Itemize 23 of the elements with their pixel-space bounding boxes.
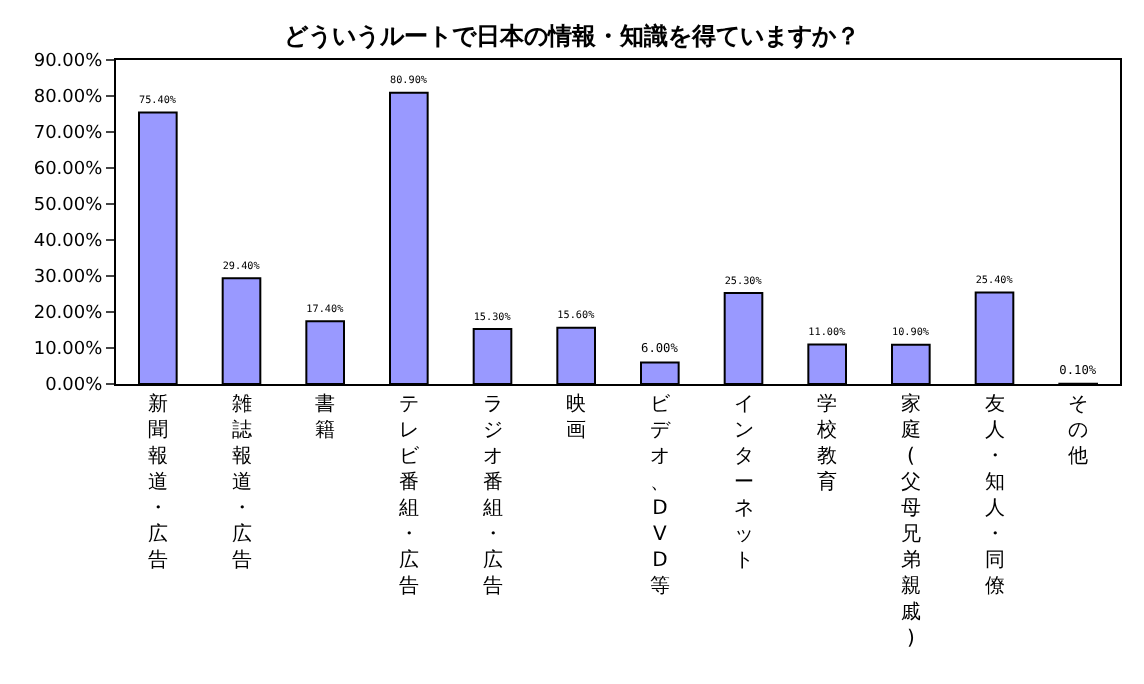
category-label: 家庭(父母兄弟親戚) [900,394,921,650]
y-tick-label: 40.00% [33,232,104,253]
y-tick-label: 10.00% [33,340,104,361]
y-tick-label: 80.00% [33,88,104,109]
x-tick-label: 新聞報道・広告 [147,392,168,572]
x-tick-label: 雑誌報道・広告 [231,392,252,572]
x-tick-label: ビデオ、DVD等 [649,394,672,598]
chart-title: どういうルートで日本の情報・知識を得ていますか？ [284,22,860,51]
y-tick-label: 90.00% [33,52,104,73]
x-tick-label: 友人・知人・同僚 [984,394,1005,598]
x-tick-label: インターネット [733,394,754,572]
y-tick-label: 30.00% [33,268,104,289]
x-tick-label: ラジオ番組・広告 [480,394,503,598]
y-tick-label: 60.00% [33,160,104,181]
x-tick-label: 学校教育 [815,392,838,494]
x-tick-label: 書籍 [315,392,336,442]
x-tick-label: 映画 [566,392,587,442]
y-tick-label: 50.00% [33,196,104,217]
x-tick-label: テレビ番組・広告 [396,394,421,598]
y-tick-label: 20.00% [33,304,104,325]
y-tick-label: 0.00% [45,376,104,397]
x-tick-label: その他 [1068,394,1089,468]
y-tick-label: 70.00% [33,124,104,145]
